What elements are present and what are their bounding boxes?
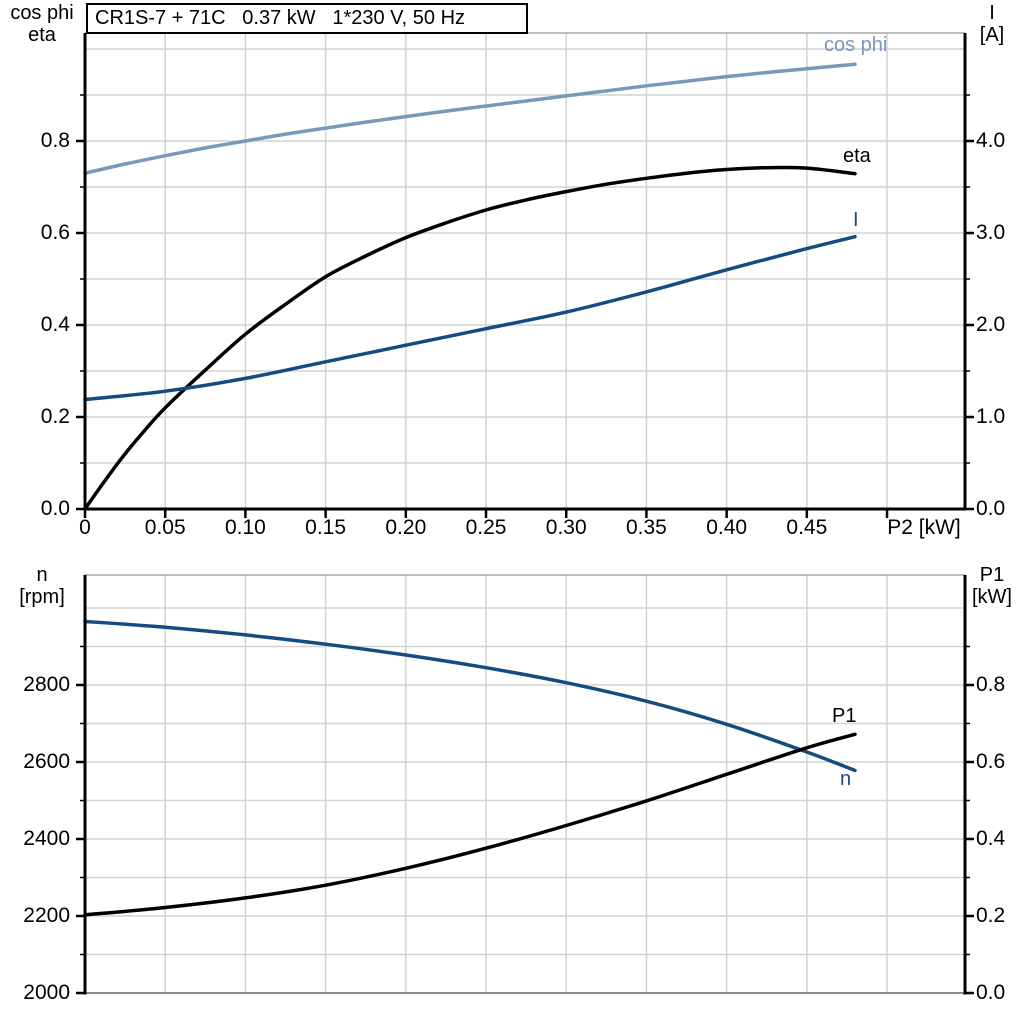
bottom-right-axis-title-line1: P1 [979,564,1005,586]
top-right-axis-title-line1: I [989,2,995,24]
x-axis-tick-label: 0.30 [545,516,587,539]
right-axis-tick-label: 2.0 [976,313,1006,336]
curve-cos-phi [83,62,857,175]
right-axis-tick-label: 0.0 [976,981,1006,1004]
x-axis-tick-label: 0 [79,516,91,539]
left-axis-tick-label: 2600 [23,749,70,773]
right-axis-tick-label: 0.8 [976,672,1006,696]
left-axis-tick-label: 0.6 [40,221,70,244]
bottom-right-axis-title-line2: [kW] [972,586,1012,608]
x-axis-tick-label: 0.40 [706,516,748,539]
x-axis-title: P2 [kW] [887,516,961,539]
bottom-right-axis-title: P1 [kW] [961,564,1023,608]
x-axis-tick-label: 0.35 [625,516,667,539]
eta-curve-label: eta [843,145,871,167]
left-axis-tick-label: 0.4 [40,313,70,336]
right-axis-tick-label: 0.0 [976,497,1006,520]
curve-n [83,619,857,773]
top-left-axis-title-line1: cos phi [10,2,74,24]
right-axis-tick-label: 1.0 [976,405,1006,428]
current-curve-label: I [853,209,859,231]
left-axis-tick-label: 2400 [23,826,70,850]
right-axis-tick-label: 0.2 [976,903,1006,927]
left-axis-tick-label: 2200 [23,903,70,927]
top-left-axis-title-line2: eta [28,24,56,46]
chart-title: CR1S-7 + 71C 0.37 kW 1*230 V, 50 Hz [95,7,466,29]
left-axis-tick-label: 0.2 [40,405,70,428]
top-right-axis-title-line2: [A] [979,24,1005,46]
top-right-axis-title: I [A] [961,2,1023,46]
top-left-axis-title: cos phi eta [2,2,82,46]
left-axis-tick-label: 0.0 [40,497,70,520]
x-axis-tick-label: 0.10 [224,516,266,539]
x-axis-tick-label: 0.05 [144,516,186,539]
x-axis-tick-label: 0.15 [305,516,347,539]
cos-phi-curve-label: cos phi [824,34,888,56]
chart-title-box: CR1S-7 + 71C 0.37 kW 1*230 V, 50 Hz [86,3,528,34]
right-axis-tick-label: 0.6 [976,749,1006,773]
right-axis-tick-label: 0.4 [976,826,1006,850]
bottom-left-axis-title-line1: n [36,564,48,586]
left-axis-tick-label: 2000 [23,981,70,1004]
curve-eta [83,165,857,511]
x-axis-tick-label: 0.25 [465,516,507,539]
right-axis-tick-label: 4.0 [976,129,1006,152]
left-axis-tick-label: 2800 [23,672,70,696]
x-axis-tick-label: 0.45 [786,516,828,539]
left-axis-tick-label: 0.8 [40,129,70,152]
x-axis-tick-label: 0.20 [385,516,427,539]
curve-p1 [83,732,857,917]
right-axis-tick-label: 3.0 [976,221,1006,244]
speed-curve-label: n [840,768,852,790]
bottom-left-axis-title-line2: [rpm] [19,586,65,608]
curve-i [83,234,857,402]
bottom-left-axis-title: n [rpm] [2,564,82,608]
p1-curve-label: P1 [832,705,857,727]
